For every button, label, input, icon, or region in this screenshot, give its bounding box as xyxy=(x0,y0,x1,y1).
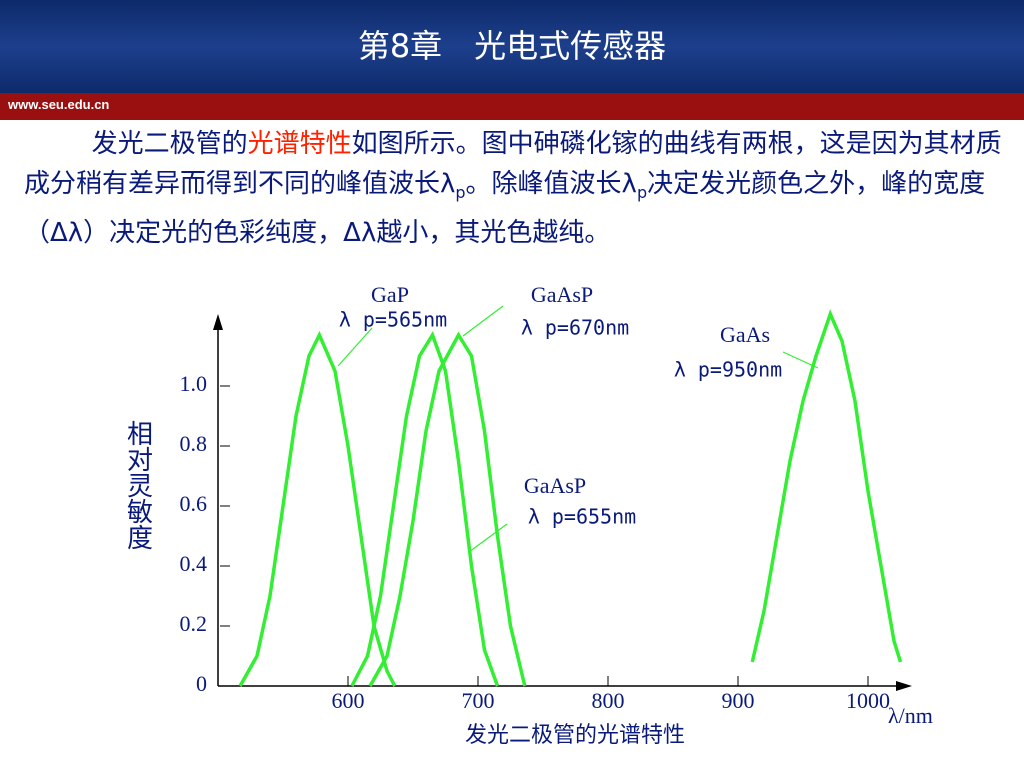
y-arrow xyxy=(213,314,223,330)
peak-label: λ p=655nm xyxy=(528,505,636,529)
x-tick-label: 800 xyxy=(592,688,625,713)
curve-name: GaAsP xyxy=(524,473,586,498)
peak-label: λ p=565nm xyxy=(339,308,447,332)
leader-line xyxy=(468,523,508,553)
text: 发光二极管的 xyxy=(91,129,248,159)
highlight: 光谱特性 xyxy=(247,129,352,159)
curve-name: GaAsP xyxy=(531,282,593,307)
paragraph: 发光二极管的光谱特性如图所示。图中砷磷化镓的曲线有两根，这是因为其材质成分稍有差… xyxy=(24,124,1004,253)
y-tick-label: 0.6 xyxy=(180,491,208,516)
x-tick-label: 600 xyxy=(332,688,365,713)
y-axis-label: 相对灵敏度 xyxy=(124,420,153,550)
header-strip: www.seu.edu.cn xyxy=(0,93,1024,120)
y-tick-label: 0.8 xyxy=(180,431,208,456)
text: 决定发光颜色之外，峰的宽度（Δλ）决定光的色彩纯度，Δλ越小，其光色越纯。 xyxy=(24,169,986,249)
text: 。除峰值波长λ xyxy=(465,169,637,199)
spectrum-line xyxy=(350,331,500,687)
curve-name: GaP xyxy=(371,282,409,307)
peak-label: λ p=950nm xyxy=(674,358,782,382)
chart-title: 发光二极管的光谱特性 xyxy=(465,723,685,748)
y-tick-label: 0.4 xyxy=(180,551,208,576)
subscript: p xyxy=(455,183,466,203)
peak-label: λ p=670nm xyxy=(521,316,629,340)
text: 如图所示。图中砷磷化镓的曲线有两根，这是因为其材质成分稍有差异而得到不同的峰值波… xyxy=(24,129,1002,199)
x-tick-label: 900 xyxy=(722,688,755,713)
y-tick-label: 1.0 xyxy=(180,371,208,396)
y-tick-label: 0.2 xyxy=(180,611,208,636)
leader-line xyxy=(782,351,819,369)
subscript: p xyxy=(636,183,648,203)
site-url: www.seu.edu.cn xyxy=(8,97,110,112)
spectrum-line xyxy=(750,309,903,663)
x-tick-label: 700 xyxy=(462,688,495,713)
header-title: 第8章 光电式传感器 xyxy=(0,0,1024,93)
curve-name: GaAs xyxy=(720,322,770,347)
x-axis-label: λ/nm xyxy=(888,703,933,728)
x-arrow xyxy=(896,681,912,691)
leader-line xyxy=(462,305,504,337)
x-tick-label: 1000 xyxy=(846,688,890,713)
spectrum-line xyxy=(368,331,527,687)
leader-line xyxy=(337,327,373,367)
y-tick-label: 0 xyxy=(196,671,207,696)
